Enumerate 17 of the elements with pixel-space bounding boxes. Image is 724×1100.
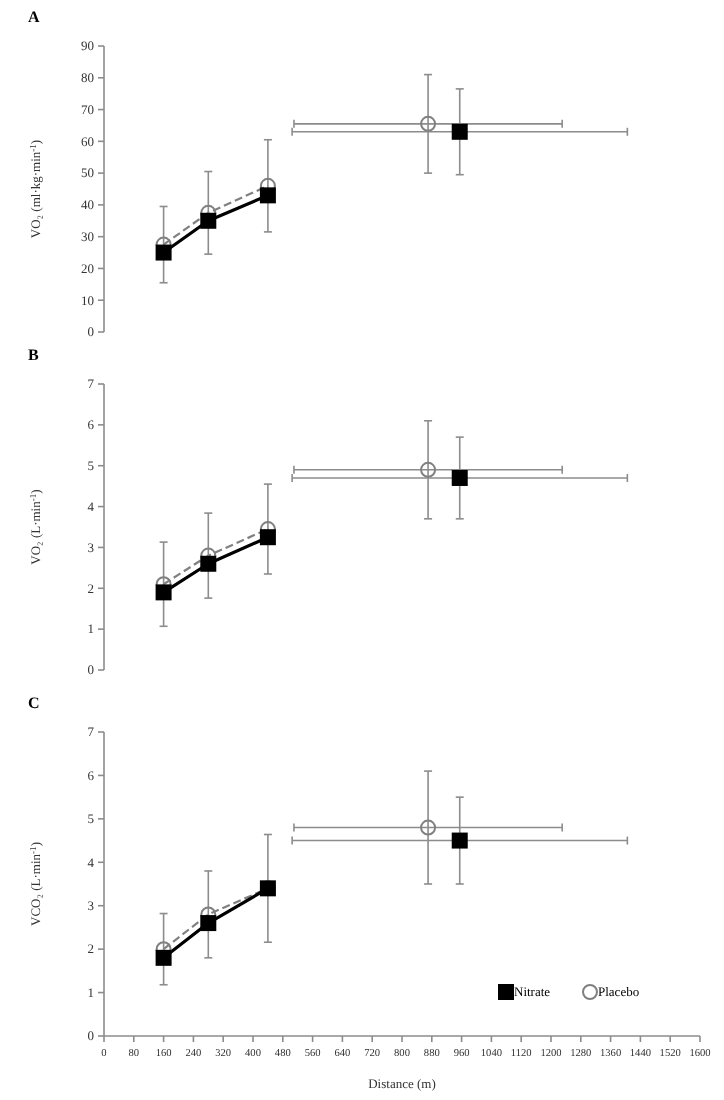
point	[155, 949, 172, 966]
chart-title: B	[28, 346, 40, 364]
point	[155, 244, 172, 261]
point	[259, 529, 276, 546]
point	[451, 123, 468, 140]
point	[200, 555, 217, 572]
point	[420, 461, 437, 478]
point	[451, 469, 468, 486]
chart-title: C	[28, 694, 40, 712]
point	[200, 212, 217, 229]
point	[259, 187, 276, 204]
chart-title: A	[28, 8, 40, 26]
point	[420, 819, 437, 836]
point	[451, 832, 468, 849]
point	[155, 584, 172, 601]
point	[420, 115, 437, 132]
point	[200, 915, 217, 932]
